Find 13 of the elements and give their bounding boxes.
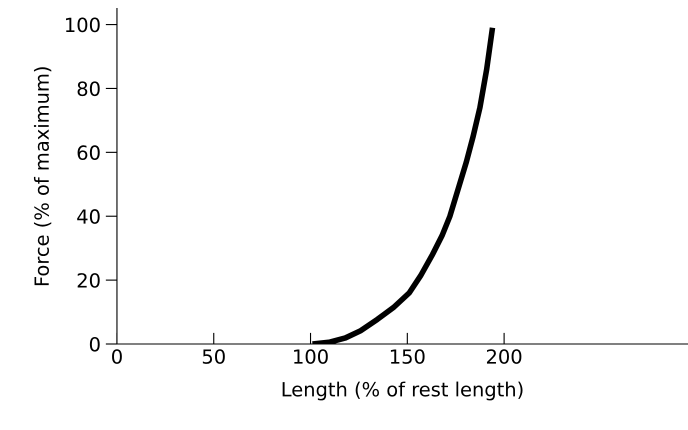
x-tick-label: 150: [390, 349, 425, 364]
y-tick-label: 20: [78, 273, 100, 288]
x-tick-label: 0: [112, 349, 122, 364]
x-axis-title: Length (% of rest length): [282, 382, 523, 400]
y-tick-label: 80: [78, 81, 100, 96]
y-tick-label: 0: [90, 336, 100, 352]
y-tick-label: 100: [66, 18, 100, 32]
y-tick-label: 60: [78, 145, 100, 160]
y-tick-label: 40: [77, 209, 100, 224]
x-tick-label: 50: [202, 349, 225, 364]
x-tick-label: 200: [486, 349, 522, 364]
x-tick-label: 100: [294, 349, 328, 364]
y-axis-title: Force (% of maximum): [34, 67, 52, 286]
